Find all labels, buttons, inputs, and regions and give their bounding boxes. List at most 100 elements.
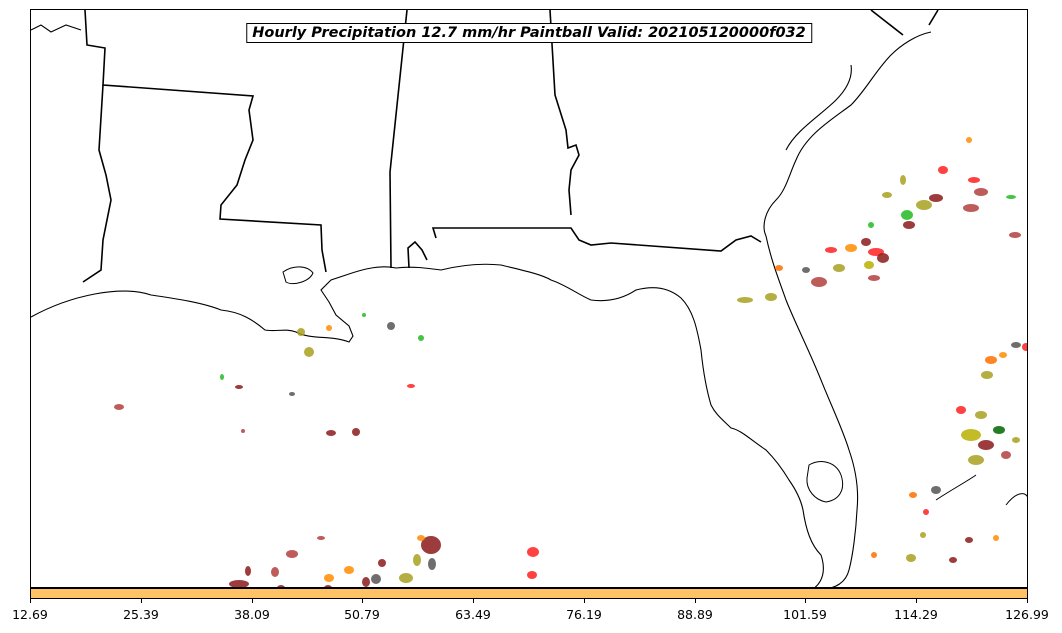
border-segment [928,10,939,26]
map-panel: Hourly Precipitation 12.7 mm/hr Paintbal… [30,9,1028,588]
precip-blob [1001,451,1011,459]
precip-blob [775,265,783,271]
precip-blob [999,352,1007,358]
x-tick-label: 88.89 [677,607,713,622]
precip-blob [993,535,999,541]
precip-blob [963,204,979,212]
precip-blob [968,177,980,183]
x-tick-label: 101.59 [783,607,827,622]
precip-blob [974,188,988,196]
precip-blob [961,429,981,441]
x-axis: 12.69 25.39 38.09 50.79 63.49 76.19 88.89 101.5… [12,599,1049,629]
state-borders [82,10,939,283]
precip-blob [825,247,837,253]
precip-blob [317,536,325,540]
precip-blob [968,455,984,465]
precip-blob [871,552,877,558]
precip-blob [428,558,436,570]
x-tick [252,599,253,603]
precip-blob [901,210,913,220]
precip-blob [371,574,381,584]
x-tick [141,599,142,603]
precip-blob [765,293,777,301]
precip-blob [352,428,360,436]
precip-blob [923,509,929,515]
border-segment [84,10,327,273]
precip-blob [407,384,415,388]
precip-blob [938,166,948,174]
precip-blob [229,580,249,587]
precip-blob [527,571,537,579]
x-tick [30,599,31,603]
precip-blob [114,404,124,410]
precip-blob [975,411,987,419]
precip-layer [114,137,1027,587]
precip-blob [324,574,334,582]
x-tick-label: 50.79 [344,607,380,622]
precip-blob [1009,232,1021,238]
bahamas-island [1005,493,1027,506]
precip-blob [737,297,753,303]
coastline-atlantic [763,31,932,237]
border-segment [870,10,904,36]
precip-blob [399,573,413,583]
precip-blob [324,585,332,587]
x-tick-label: 25.39 [123,607,159,622]
lakes [282,266,1027,506]
precip-blob [344,566,354,574]
coastline-se [785,64,852,151]
precip-blob [235,385,243,389]
precip-blob [833,264,845,272]
coastline-fl-east [765,235,859,587]
precip-blob [241,429,245,433]
precip-blob [413,554,421,566]
precip-blob [916,200,932,210]
bahamas [935,474,977,501]
border-segment [82,84,112,283]
precip-blob [903,221,915,229]
precip-blob [993,426,1005,434]
precip-blob [277,585,285,587]
precip-blob [245,566,251,576]
x-tick [473,599,474,603]
precip-blob [1022,343,1027,351]
x-tick [362,599,363,603]
precip-blob [861,238,871,246]
precip-blob [868,275,880,281]
precip-blob [985,356,997,364]
precip-blob [1012,437,1020,443]
precip-blob [362,313,366,317]
border-segment [549,10,580,216]
precip-blob [929,194,943,202]
precip-blob [864,261,874,269]
precip-blob [965,537,973,543]
precip-blob [882,192,892,198]
precip-blob [802,267,810,273]
precip-blob [418,335,424,341]
precip-blob [326,325,332,331]
precip-blob [286,550,298,558]
precip-blob [978,440,994,450]
precip-blob [956,406,966,414]
border-segment [407,240,428,269]
precip-blob [868,222,874,228]
precip-blob [966,137,972,143]
precip-blob [900,175,906,185]
lake-okeechobee [806,461,844,503]
x-tick-label: 114.29 [894,607,938,622]
x-tick [916,599,917,603]
x-tick-label: 12.69 [12,607,48,622]
precip-blob [417,535,425,541]
coastline [31,24,932,587]
precip-blob [362,577,370,587]
precip-blob [1006,195,1016,199]
x-tick [1027,599,1028,603]
precip-blob [304,347,314,357]
x-tick [584,599,585,603]
precip-blob [931,486,941,494]
x-tick-label: 38.09 [234,607,270,622]
colorbar [30,588,1028,599]
precip-blob [909,492,917,498]
precip-blob [527,547,539,557]
x-tick [695,599,696,603]
